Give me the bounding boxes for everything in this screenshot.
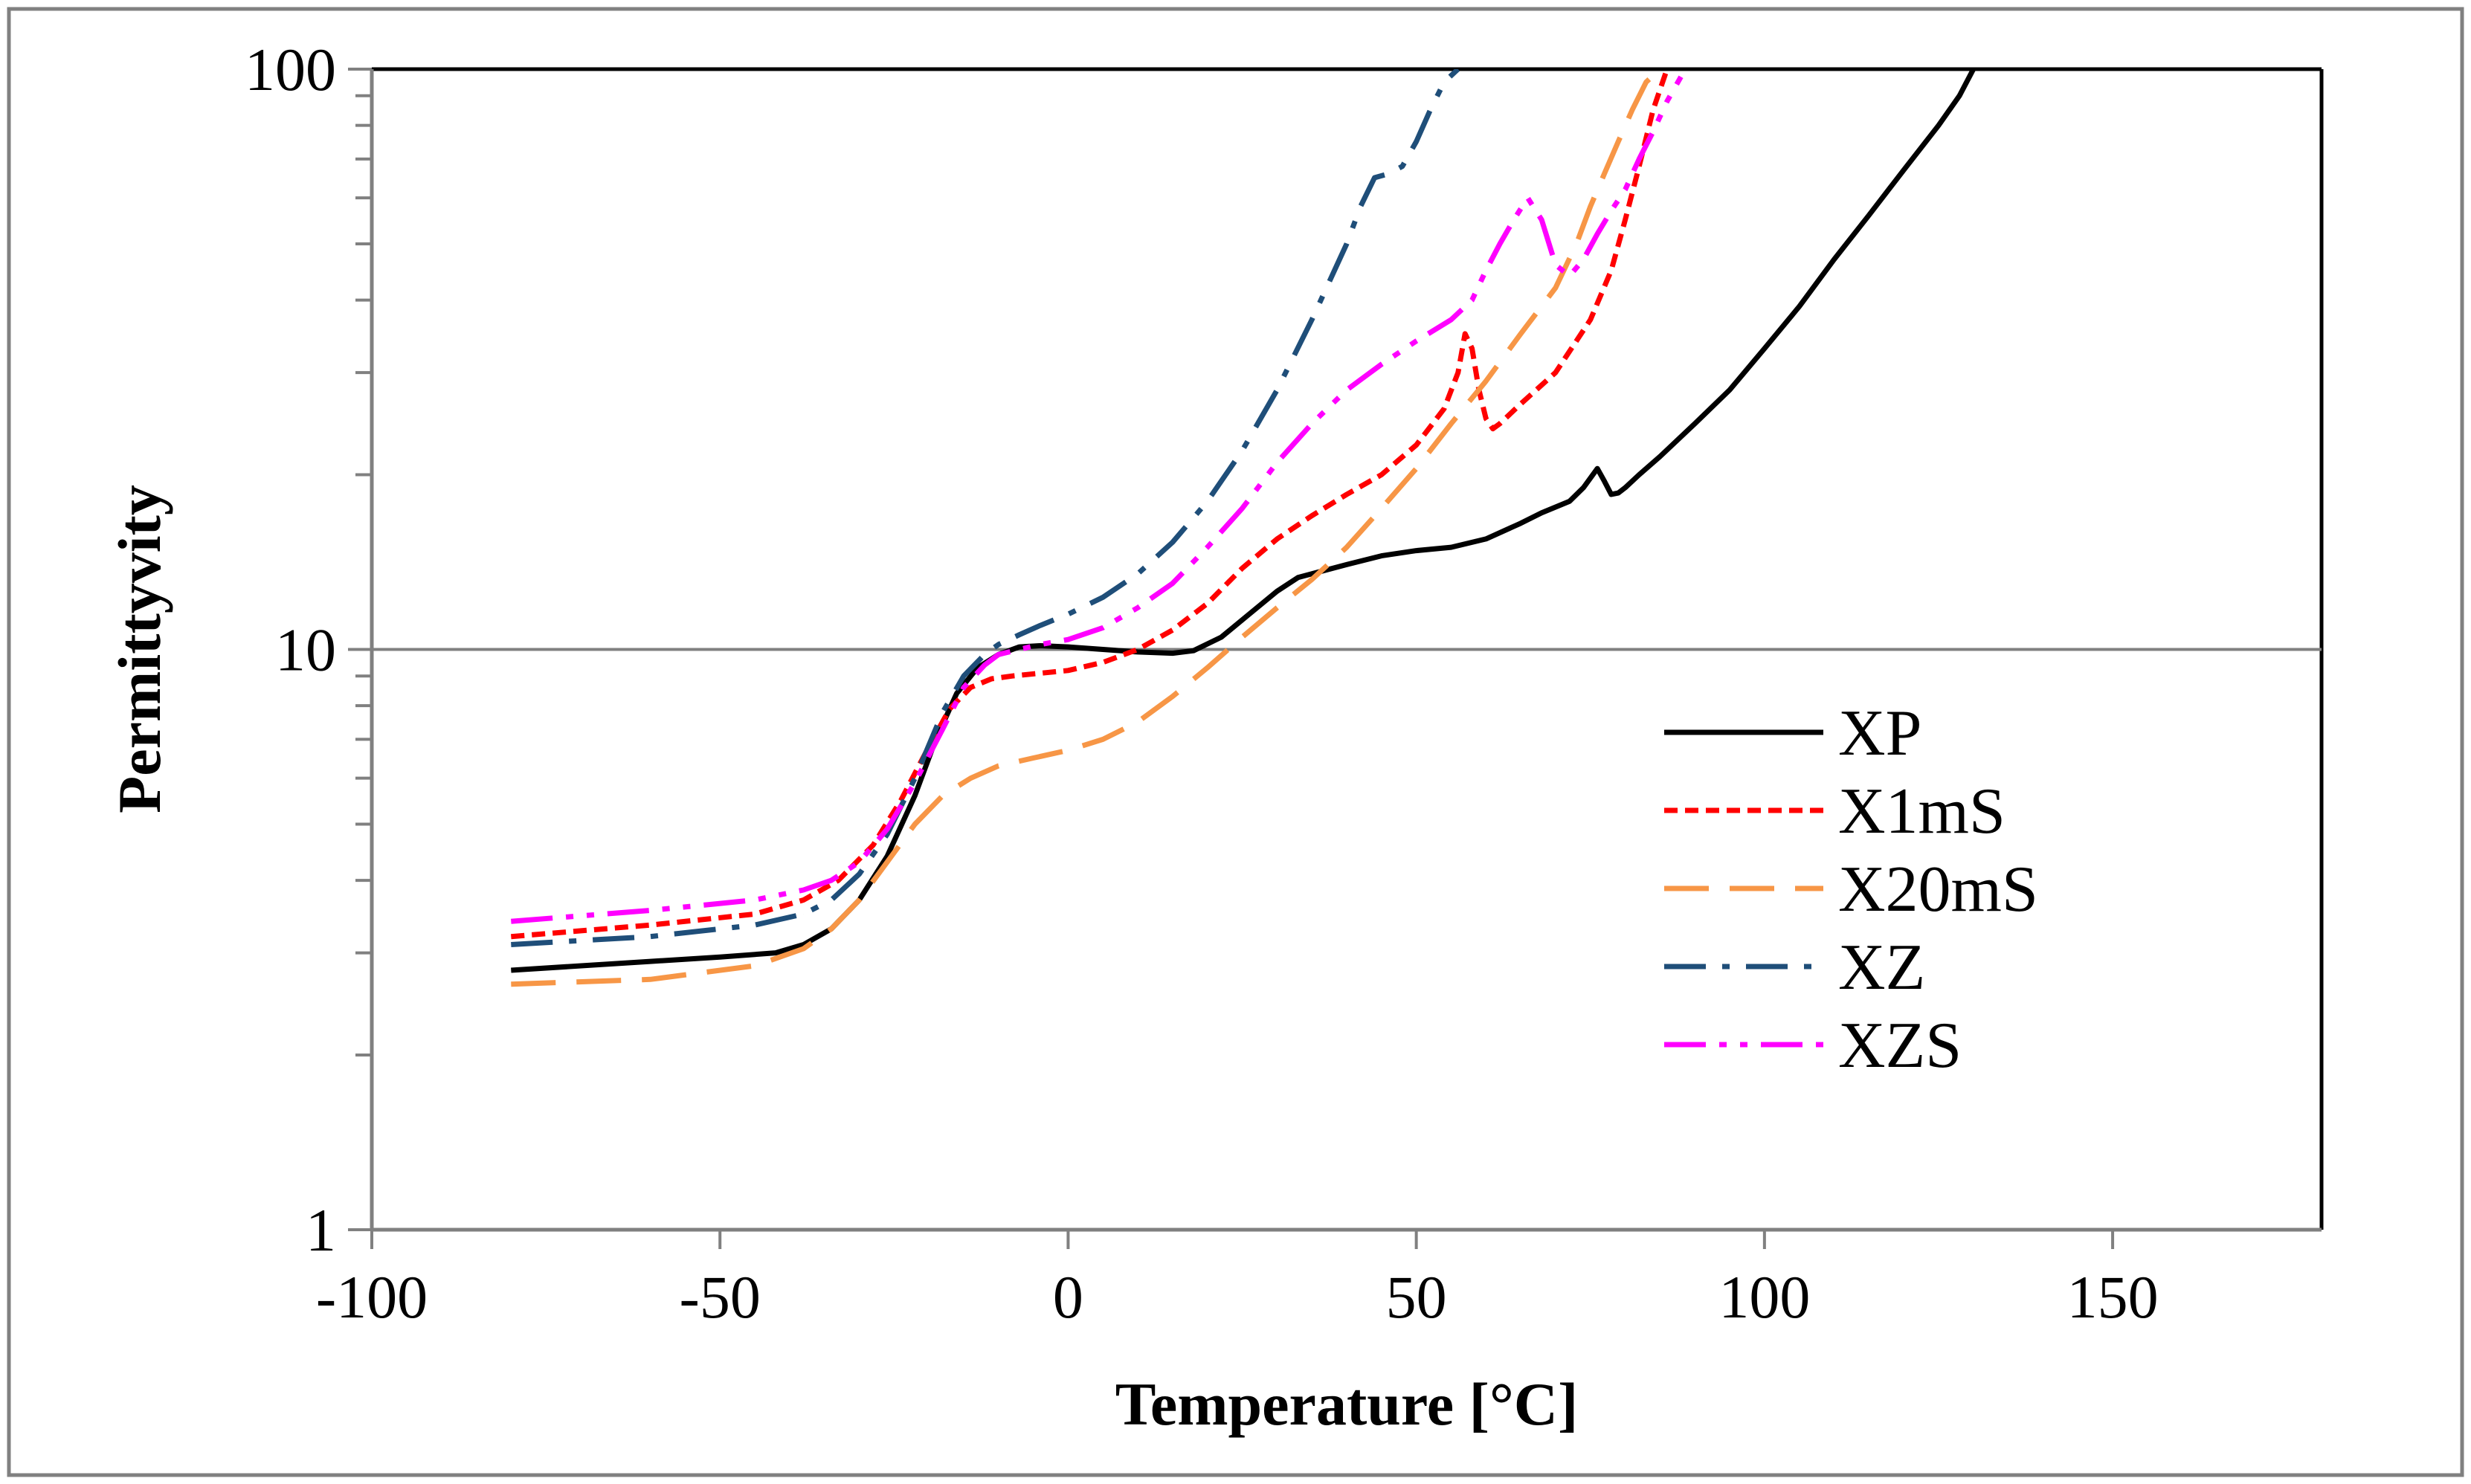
series-line-xzs [511,75,1684,924]
series-line-x1ms [511,69,1670,940]
y-axis-title: Permittyvity [106,485,173,813]
y-ticks: 1 10 100 [245,36,372,1264]
legend-label-xp: XP [1838,697,1922,770]
x-tick-label: 50 [1386,1263,1447,1331]
y-minor-ticks [355,94,372,1057]
legend-label-xzs: XZS [1838,1010,1962,1082]
x-tick-label: -100 [316,1263,428,1331]
x-axis-title: Temperature [°C] [1115,1370,1579,1438]
x-tick-label: 0 [1053,1263,1083,1331]
legend-label-x1ms: X1mS [1838,775,2006,848]
legend-label-x20ms: X20mS [1838,854,2038,926]
x-tick-label: -50 [680,1263,761,1331]
y-tick-label: 100 [245,36,336,103]
series-line-x20ms [511,69,1662,987]
series-layer [511,69,1976,987]
x-tick-label: 150 [2067,1263,2159,1331]
legend-label-xz: XZ [1838,932,1925,1004]
y-tick-label: 10 [275,616,336,684]
x-tick-label: 100 [1718,1263,1810,1331]
chart-frame [7,7,2464,1477]
y-tick-label: 1 [306,1196,336,1264]
x-ticks: -100 -50 0 50 100 150 [316,1230,2159,1331]
